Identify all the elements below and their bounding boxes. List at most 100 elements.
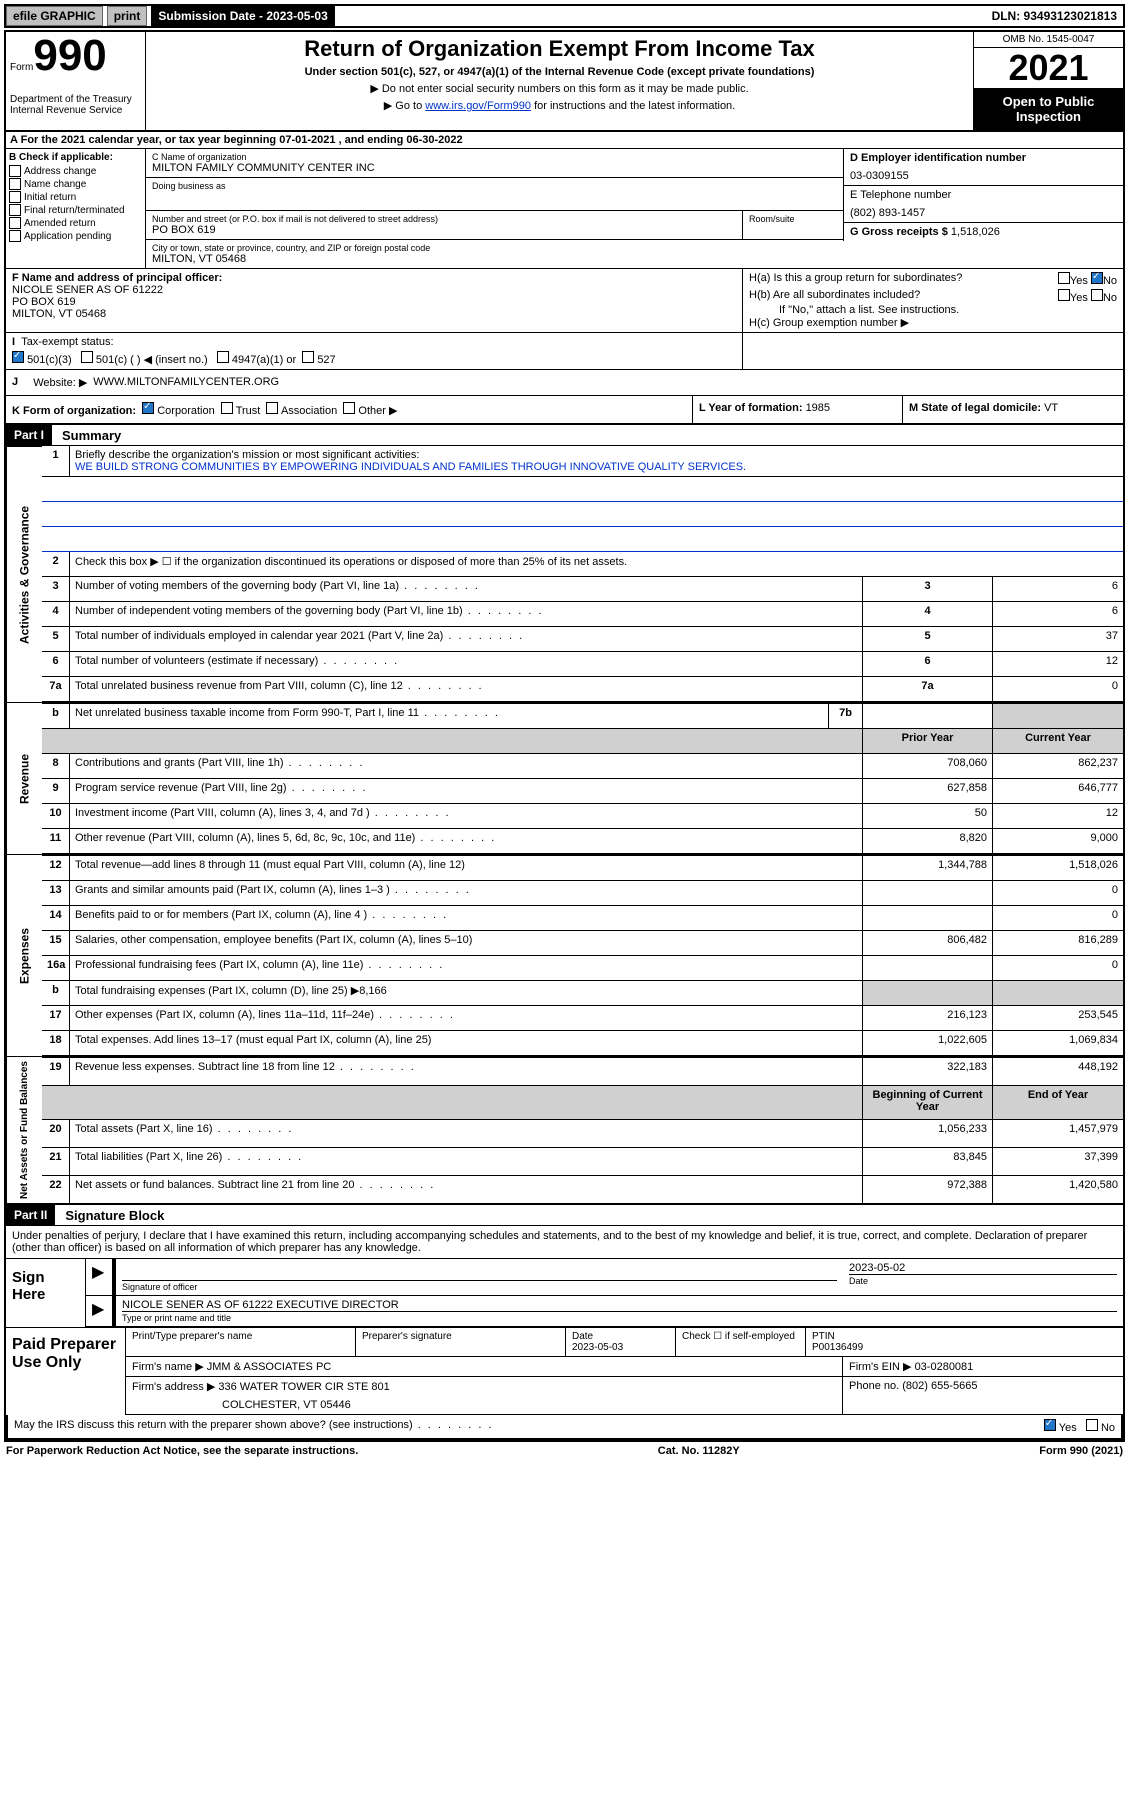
current-year-hdr: Current Year bbox=[993, 729, 1123, 754]
top-bar: efile GRAPHIC print Submission Date - 20… bbox=[4, 4, 1125, 28]
firm-addr1: 336 WATER TOWER CIR STE 801 bbox=[218, 1381, 389, 1393]
sig-date-label: Date bbox=[849, 1274, 1117, 1286]
goto-line: ▶ Go to www.irs.gov/Form990 for instruct… bbox=[150, 99, 969, 112]
curr-19: 448,192 bbox=[993, 1056, 1123, 1086]
dln: DLN: 93493123021813 bbox=[986, 7, 1123, 25]
room-label: Room/suite bbox=[749, 214, 837, 224]
val-line4: 6 bbox=[993, 602, 1123, 627]
ein-label: D Employer identification number bbox=[850, 152, 1117, 164]
ha-yes[interactable] bbox=[1058, 272, 1070, 284]
irs-label: Internal Revenue Service bbox=[10, 105, 141, 116]
curr-20: 1,457,979 bbox=[993, 1120, 1123, 1148]
website-label: Website: ▶ bbox=[33, 376, 87, 389]
discuss-no[interactable] bbox=[1086, 1419, 1098, 1431]
org-name: MILTON FAMILY COMMUNITY CENTER INC bbox=[152, 162, 837, 174]
tax-exempt-label: Tax-exempt status: bbox=[21, 336, 113, 348]
check-trust[interactable] bbox=[221, 402, 233, 414]
val-line7a: 0 bbox=[993, 677, 1123, 702]
ein-value: 03-0309155 bbox=[850, 170, 1117, 182]
efile-button[interactable]: efile GRAPHIC bbox=[6, 6, 103, 26]
prior-21: 83,845 bbox=[863, 1148, 993, 1176]
summary-table: Activities & Governance 1 Briefly descri… bbox=[4, 446, 1125, 1205]
section-b-label: B Check if applicable: bbox=[9, 152, 142, 163]
print-button[interactable]: print bbox=[107, 6, 148, 26]
gross-receipts-value: 1,518,026 bbox=[951, 226, 1000, 238]
hb-no[interactable] bbox=[1091, 289, 1103, 301]
firm-name: JMM & ASSOCIATES PC bbox=[207, 1361, 332, 1373]
prep-sig-label: Preparer's signature bbox=[356, 1328, 566, 1357]
begin-year-hdr: Beginning of Current Year bbox=[863, 1086, 993, 1120]
form-ref: Form 990 (2021) bbox=[1039, 1445, 1123, 1457]
phone-label: E Telephone number bbox=[850, 189, 1117, 201]
hb-yes[interactable] bbox=[1058, 289, 1070, 301]
curr-18: 1,069,834 bbox=[993, 1031, 1123, 1056]
check-4947[interactable] bbox=[217, 351, 229, 363]
officer-addr2: MILTON, VT 05468 bbox=[12, 308, 736, 320]
hb-label: H(b) Are all subordinates included? bbox=[749, 289, 920, 304]
row-f-h: F Name and address of principal officer:… bbox=[4, 269, 1125, 333]
check-app-pending[interactable]: Application pending bbox=[9, 230, 142, 242]
curr-9: 646,777 bbox=[993, 779, 1123, 804]
row-k-l-m: K Form of organization: Corporation Trus… bbox=[4, 396, 1125, 425]
dept-treasury: Department of the Treasury bbox=[10, 94, 141, 105]
check-501c3[interactable] bbox=[12, 351, 24, 363]
prior-20: 1,056,233 bbox=[863, 1120, 993, 1148]
year-formation: 1985 bbox=[806, 402, 830, 414]
officer-label: F Name and address of principal officer: bbox=[12, 272, 736, 284]
tab-revenue: Revenue bbox=[6, 702, 42, 854]
check-initial-return[interactable]: Initial return bbox=[9, 191, 142, 203]
check-address-change[interactable]: Address change bbox=[9, 165, 142, 177]
prior-19: 322,183 bbox=[863, 1056, 993, 1086]
curr-21: 37,399 bbox=[993, 1148, 1123, 1176]
prior-8: 708,060 bbox=[863, 754, 993, 779]
prior-22: 972,388 bbox=[863, 1176, 993, 1203]
form990-link[interactable]: www.irs.gov/Form990 bbox=[425, 100, 531, 112]
curr-17: 253,545 bbox=[993, 1006, 1123, 1031]
prior-12: 1,344,788 bbox=[863, 854, 993, 881]
paperwork-notice: For Paperwork Reduction Act Notice, see … bbox=[6, 1445, 358, 1457]
check-527[interactable] bbox=[302, 351, 314, 363]
arrow-icon: ▶ bbox=[86, 1296, 106, 1326]
tab-activities: Activities & Governance bbox=[6, 446, 42, 702]
prior-17: 216,123 bbox=[863, 1006, 993, 1031]
prep-self-emp[interactable]: Check ☐ if self-employed bbox=[676, 1328, 806, 1357]
check-name-change[interactable]: Name change bbox=[9, 178, 142, 190]
ha-no[interactable] bbox=[1091, 272, 1103, 284]
paid-preparer-label: Paid Preparer Use Only bbox=[6, 1328, 126, 1415]
row-i: I Tax-exempt status: 501(c)(3) 501(c) ( … bbox=[4, 333, 1125, 370]
city-state-zip: MILTON, VT 05468 bbox=[152, 253, 837, 265]
curr-11: 9,000 bbox=[993, 829, 1123, 854]
form-title: Return of Organization Exempt From Incom… bbox=[150, 36, 969, 62]
city-label: City or town, state or province, country… bbox=[152, 243, 837, 253]
check-501c[interactable] bbox=[81, 351, 93, 363]
website-value: WWW.MILTONFAMILYCENTER.ORG bbox=[93, 376, 279, 389]
check-other[interactable] bbox=[343, 402, 355, 414]
open-public-badge: Open to Public Inspection bbox=[974, 88, 1123, 130]
check-final-return[interactable]: Final return/terminated bbox=[9, 204, 142, 216]
val-line3: 6 bbox=[993, 577, 1123, 602]
val-line6: 12 bbox=[993, 652, 1123, 677]
prior-9: 627,858 bbox=[863, 779, 993, 804]
part-i-header: Part I Summary bbox=[4, 425, 1125, 446]
submission-date: Submission Date - 2023-05-03 bbox=[151, 6, 334, 26]
curr-10: 12 bbox=[993, 804, 1123, 829]
check-assoc[interactable] bbox=[266, 402, 278, 414]
prep-name-label: Print/Type preparer's name bbox=[126, 1328, 356, 1357]
officer-addr1: PO BOX 619 bbox=[12, 296, 736, 308]
street-address: PO BOX 619 bbox=[152, 224, 736, 236]
check-amended[interactable]: Amended return bbox=[9, 217, 142, 229]
discuss-yes[interactable] bbox=[1044, 1419, 1056, 1431]
form-subtitle: Under section 501(c), 527, or 4947(a)(1)… bbox=[150, 66, 969, 78]
info-grid: B Check if applicable: Address change Na… bbox=[4, 149, 1125, 269]
prior-18: 1,022,605 bbox=[863, 1031, 993, 1056]
check-corp[interactable] bbox=[142, 402, 154, 414]
perjury-statement: Under penalties of perjury, I declare th… bbox=[6, 1226, 1123, 1259]
no-ssn-note: ▶ Do not enter social security numbers o… bbox=[150, 82, 969, 95]
ha-label: H(a) Is this a group return for subordin… bbox=[749, 272, 962, 287]
officer-name: NICOLE SENER AS OF 61222 bbox=[12, 284, 736, 296]
tab-net-assets: Net Assets or Fund Balances bbox=[6, 1056, 42, 1203]
dba-label: Doing business as bbox=[152, 181, 837, 191]
discuss-label: May the IRS discuss this return with the… bbox=[14, 1419, 494, 1434]
org-name-label: C Name of organization bbox=[152, 152, 837, 162]
val-16b: 8,166 bbox=[359, 985, 387, 997]
